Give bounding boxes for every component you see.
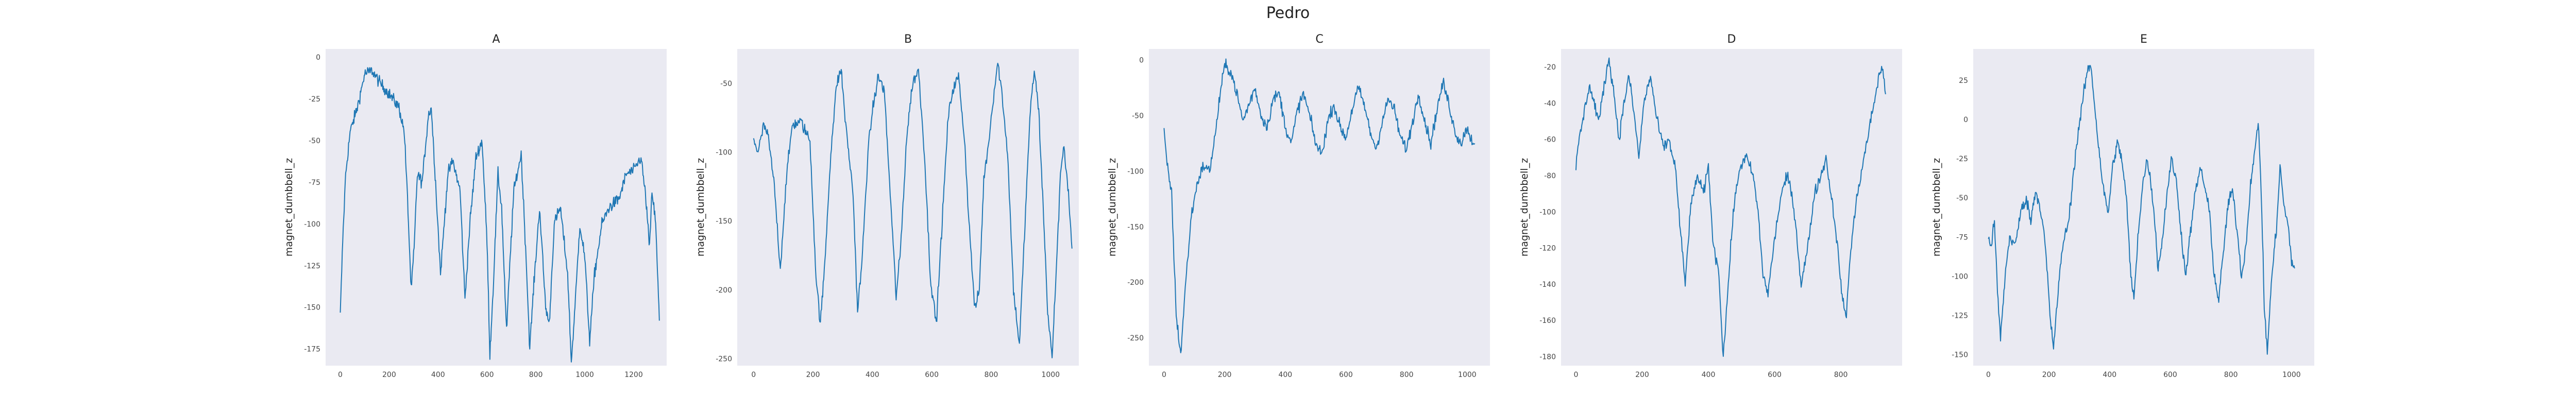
y-tick-label: -25: [309, 95, 320, 104]
subplot-title: A: [492, 33, 500, 46]
x-tick-label: 800: [1834, 371, 1848, 379]
x-tick-label: 400: [1278, 371, 1292, 379]
x-tick-label: 200: [806, 371, 820, 379]
series-line: [753, 62, 1073, 358]
x-tick-label: 800: [985, 371, 998, 379]
x-tick-label: 600: [480, 371, 494, 379]
y-tick-label: -80: [1544, 172, 1556, 180]
y-tick-label: -75: [309, 179, 320, 187]
y-tick-label: -125: [304, 262, 320, 270]
y-tick-label: -50: [309, 137, 320, 145]
plot-area: [1561, 49, 1902, 366]
y-tick-label: -120: [1539, 245, 1556, 253]
y-tick-label: -75: [1956, 233, 1968, 242]
y-tick-label: -50: [1956, 194, 1968, 202]
x-tick-label: 0: [1986, 371, 1991, 379]
series-line: [1988, 65, 2295, 355]
x-tick-label: 0: [1573, 371, 1578, 379]
x-tick-label: 400: [1702, 371, 1716, 379]
plot-area: [1149, 49, 1490, 366]
y-tick-label: -150: [1127, 223, 1144, 231]
subplot-title: D: [1727, 33, 1736, 46]
y-tick-label: -100: [1539, 208, 1556, 216]
x-tick-label: 200: [1635, 371, 1649, 379]
x-tick-label: 600: [2163, 371, 2177, 379]
x-tick-label: 600: [1768, 371, 1782, 379]
y-tick-label: 0: [1963, 116, 1968, 124]
x-tick-label: 1000: [1041, 371, 1060, 379]
series-line: [1575, 57, 1886, 357]
y-axis-label: magnet_dumbbell_z: [1519, 158, 1530, 256]
x-tick-label: 1000: [1458, 371, 1477, 379]
y-tick-label: -150: [304, 304, 320, 312]
y-axis-label: magnet_dumbbell_z: [1931, 158, 1942, 256]
x-tick-label: 200: [1218, 371, 1232, 379]
y-tick-label: 0: [316, 54, 320, 62]
y-tick-label: -100: [304, 220, 320, 229]
x-tick-label: 1000: [2282, 371, 2301, 379]
y-tick-label: -160: [1539, 317, 1556, 325]
y-tick-label: -150: [716, 217, 732, 226]
series-line: [1163, 58, 1476, 353]
subplot-title: E: [2140, 33, 2147, 46]
x-tick-label: 200: [382, 371, 396, 379]
y-tick-label: -100: [1952, 272, 1968, 281]
plot-area: [737, 49, 1079, 366]
y-tick-label: -50: [1132, 112, 1144, 120]
y-axis-label: magnet_dumbbell_z: [695, 158, 706, 256]
x-tick-label: 600: [1339, 371, 1353, 379]
y-tick-label: -100: [1127, 167, 1144, 176]
y-tick-label: -60: [1544, 136, 1556, 144]
y-tick-label: -250: [716, 355, 732, 364]
y-tick-label: -20: [1544, 63, 1556, 72]
x-tick-label: 400: [2103, 371, 2116, 379]
subplot-title: C: [1315, 33, 1323, 46]
y-tick-label: -50: [720, 80, 732, 88]
x-tick-label: 0: [338, 371, 343, 379]
x-tick-label: 600: [925, 371, 939, 379]
y-tick-label: -200: [716, 286, 732, 295]
y-tick-label: -150: [1952, 351, 1968, 359]
x-tick-label: 0: [1162, 371, 1166, 379]
series-line: [340, 67, 660, 363]
y-tick-label: -180: [1539, 353, 1556, 361]
y-tick-label: 0: [1139, 57, 1144, 65]
y-tick-label: -40: [1544, 99, 1556, 108]
subplot-title: B: [904, 33, 912, 46]
y-tick-label: -250: [1127, 334, 1144, 342]
x-tick-label: 800: [2224, 371, 2238, 379]
x-tick-label: 800: [1400, 371, 1414, 379]
y-tick-label: -140: [1539, 281, 1556, 289]
y-tick-label: -175: [304, 346, 320, 354]
y-tick-label: -100: [716, 149, 732, 157]
figure-title: Pedro: [1266, 4, 1310, 22]
x-tick-label: 1200: [624, 371, 643, 379]
y-axis-label: magnet_dumbbell_z: [1107, 158, 1118, 256]
y-tick-label: 25: [1959, 77, 1968, 85]
x-tick-label: 200: [2042, 371, 2056, 379]
x-tick-label: 400: [866, 371, 879, 379]
x-tick-label: 400: [431, 371, 445, 379]
x-tick-label: 1000: [575, 371, 594, 379]
y-tick-label: -25: [1956, 155, 1968, 163]
y-axis-label: magnet_dumbbell_z: [283, 158, 295, 256]
y-tick-label: -125: [1952, 312, 1968, 320]
y-tick-label: -200: [1127, 279, 1144, 287]
plot-area: [1973, 49, 2314, 366]
x-tick-label: 800: [529, 371, 543, 379]
x-tick-label: 0: [751, 371, 756, 379]
